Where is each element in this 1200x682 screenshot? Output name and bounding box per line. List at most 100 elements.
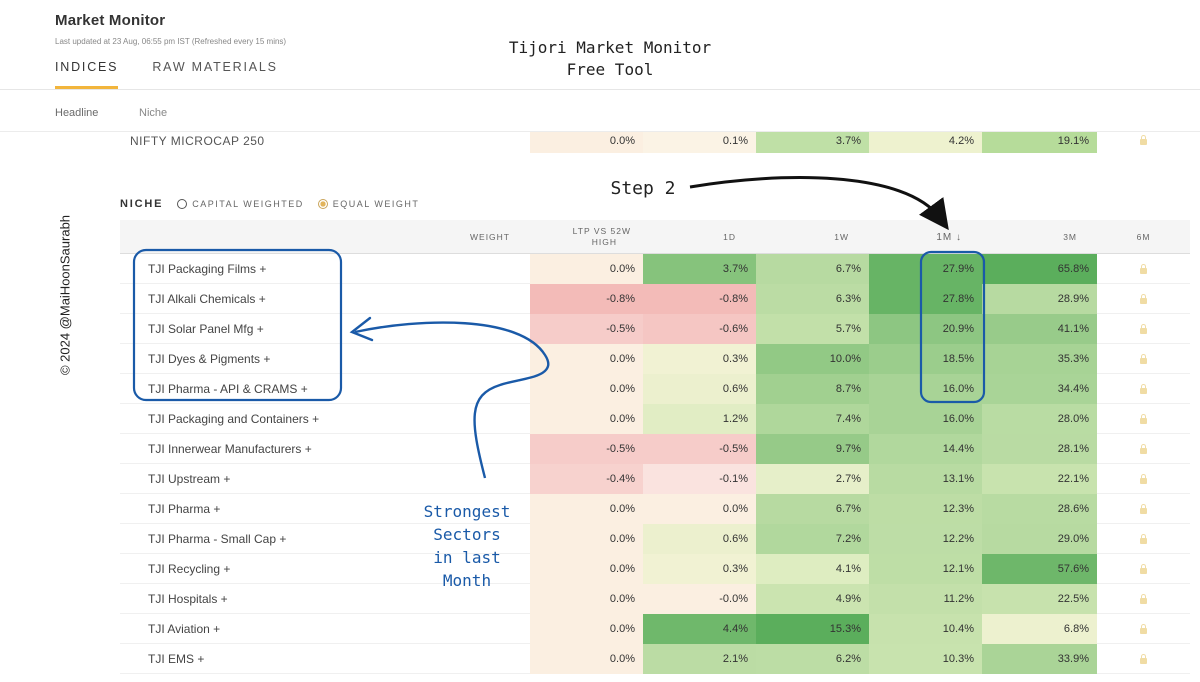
column-header-ltp[interactable]: LTP VS 52W HIGH — [530, 220, 643, 254]
column-header-1m[interactable]: 1M ↓ — [936, 231, 962, 243]
ltp-header-line1: LTP VS 52W — [572, 226, 631, 236]
d1-cell: 3.7% — [643, 254, 756, 284]
m1-cell: 11.2% — [869, 584, 982, 614]
m1-cell: 16.0% — [869, 404, 982, 434]
table-row[interactable]: TJI Upstream + -0.4% -0.1% 2.7% 13.1% 22.1% — [120, 464, 1190, 494]
m3-cell: 19.1% — [982, 128, 1097, 153]
subtab-niche[interactable]: Niche — [139, 107, 168, 119]
table-row[interactable]: TJI Aviation + 0.0% 4.4% 15.3% 10.4% 6.8% — [120, 614, 1190, 644]
annotation-strongest: Strongest Sectors in last Month — [412, 500, 522, 592]
m3-cell: 22.5% — [982, 584, 1097, 614]
table-row[interactable]: TJI Packaging Films + 0.0% 3.7% 6.7% 27.9% 65… — [120, 254, 1190, 284]
radio-icon — [177, 199, 188, 209]
equal-weight-radio[interactable]: EQUAL WEIGHT — [317, 199, 420, 209]
watermark-text: © 2024 @MaiHoonSaurabh — [57, 214, 73, 376]
row-name[interactable]: TJI Packaging and Containers + — [148, 412, 320, 426]
m3-cell: 57.6% — [982, 554, 1097, 584]
table-row[interactable]: TJI Innerwear Manufacturers + -0.5% -0.5% 9… — [120, 434, 1190, 464]
w1-cell: 4.1% — [756, 554, 869, 584]
lock-icon — [1097, 404, 1190, 434]
lock-icon — [1097, 614, 1190, 644]
lock-icon — [1097, 374, 1190, 404]
ltp-cell: -0.8% — [530, 284, 643, 314]
column-header-6m[interactable]: 6M — [1136, 231, 1151, 242]
table-row[interactable]: TJI Dyes & Pigments + 0.0% 0.3% 10.0% 18.5% 3… — [120, 344, 1190, 374]
table-row[interactable]: TJI Alkali Chemicals + -0.8% -0.8% 6.3% 27.8… — [120, 284, 1190, 314]
ltp-cell: 0.0% — [530, 584, 643, 614]
m1-cell: 14.4% — [869, 434, 982, 464]
row-name[interactable]: NIFTY MICROCAP 250 — [130, 133, 265, 148]
row-name[interactable]: TJI Upstream + — [148, 472, 231, 486]
m1-cell: 12.1% — [869, 554, 982, 584]
m1-cell: 20.9% — [869, 314, 982, 344]
row-name[interactable]: TJI Innerwear Manufacturers + — [148, 442, 312, 456]
subtab-headline[interactable]: Headline — [55, 107, 99, 119]
column-header-3m[interactable]: 3M — [1063, 231, 1077, 242]
m3-cell: 28.6% — [982, 494, 1097, 524]
table-row[interactable]: TJI Packaging and Containers + 0.0% 1.2% 7.… — [120, 404, 1190, 434]
m3-cell: 28.0% — [982, 404, 1097, 434]
m3-cell: 28.9% — [982, 284, 1097, 314]
m1-cell: 27.8% — [869, 284, 982, 314]
sub-tabs: Headline Niche — [0, 90, 1200, 132]
w1-cell: 6.2% — [756, 644, 869, 674]
m1-cell: 18.5% — [869, 344, 982, 374]
row-name[interactable]: TJI Pharma - API & CRAMS + — [148, 382, 308, 396]
watermark: © 2024 @MaiHoonSaurabh — [50, 200, 80, 390]
w1-cell: 7.2% — [756, 524, 869, 554]
lock-icon — [1097, 284, 1190, 314]
w1-cell: 9.7% — [756, 434, 869, 464]
row-name[interactable]: TJI Packaging Films + — [148, 262, 267, 276]
lock-icon — [1097, 644, 1190, 674]
capital-weighted-radio[interactable]: CAPITAL WEIGHTED — [177, 199, 304, 209]
table-row[interactable]: TJI Hospitals + 0.0% -0.0% 4.9% 11.2% 22.5% — [120, 584, 1190, 614]
d1-cell: -0.5% — [643, 434, 756, 464]
m1-cell: 12.2% — [869, 524, 982, 554]
column-header-weight[interactable]: WEIGHT — [470, 231, 510, 242]
d1-cell: 0.6% — [643, 524, 756, 554]
annotation-strongest-line2: Sectors — [433, 525, 501, 544]
m1-cell: 12.3% — [869, 494, 982, 524]
annotation-title-line1: Tijori Market Monitor — [508, 38, 712, 57]
row-name[interactable]: TJI Hospitals + — [148, 592, 228, 606]
last-updated-text: Last updated at 23 Aug, 06:55 pm IST (Re… — [55, 37, 287, 46]
row-name[interactable]: TJI EMS + — [148, 652, 205, 666]
ltp-cell: -0.5% — [530, 314, 643, 344]
m1-cell: 13.1% — [869, 464, 982, 494]
table-row[interactable]: TJI EMS + 0.0% 2.1% 6.2% 10.3% 33.9% — [120, 644, 1190, 674]
m3-cell: 33.9% — [982, 644, 1097, 674]
table-row[interactable]: TJI Pharma - Small Cap + 0.0% 0.6% 7.2% 12.2… — [120, 524, 1190, 554]
ltp-cell: 0.0% — [530, 344, 643, 374]
tab-indices[interactable]: INDICES — [55, 60, 119, 89]
row-name[interactable]: TJI Aviation + — [148, 622, 221, 636]
m3-cell: 35.3% — [982, 344, 1097, 374]
equal-weight-label: EQUAL WEIGHT — [332, 199, 420, 209]
w1-cell: 7.4% — [756, 404, 869, 434]
table-row[interactable]: TJI Recycling + 0.0% 0.3% 4.1% 12.1% 57.6% — [120, 554, 1190, 584]
row-name[interactable]: TJI Alkali Chemicals + — [148, 292, 266, 306]
annotation-step: Step 2 — [610, 178, 676, 199]
column-header-1d[interactable]: 1D — [723, 231, 736, 242]
tab-raw-materials[interactable]: RAW MATERIALS — [152, 60, 278, 74]
w1-cell: 3.7% — [756, 128, 869, 153]
column-header-1w[interactable]: 1W — [834, 231, 849, 242]
main-tabs: INDICES RAW MATERIALS — [55, 60, 278, 89]
m3-cell: 29.0% — [982, 524, 1097, 554]
row-name[interactable]: TJI Pharma - Small Cap + — [148, 532, 287, 546]
table-row[interactable]: TJI Solar Panel Mfg + -0.5% -0.6% 5.7% 20.9%… — [120, 314, 1190, 344]
annotation-title-line2: Free Tool — [566, 60, 654, 79]
d1-cell: -0.6% — [643, 314, 756, 344]
table-row[interactable]: TJI Pharma - API & CRAMS + 0.0% 0.6% 8.7% 16… — [120, 374, 1190, 404]
m3-cell: 22.1% — [982, 464, 1097, 494]
ltp-cell: 0.0% — [530, 404, 643, 434]
m1-cell: 4.2% — [869, 128, 982, 153]
row-name[interactable]: TJI Pharma + — [148, 502, 221, 516]
lock-icon — [1097, 554, 1190, 584]
table-row[interactable]: NIFTY MICROCAP 250 0.0% 0.1% 3.7% 4.2% 1… — [120, 128, 1190, 153]
ltp-cell: 0.0% — [530, 128, 643, 153]
row-name[interactable]: TJI Recycling + — [148, 562, 231, 576]
m3-cell: 6.8% — [982, 614, 1097, 644]
row-name[interactable]: TJI Solar Panel Mfg + — [148, 322, 264, 336]
table-row[interactable]: TJI Pharma +0.0% 0.0% 6.7% 12.3% 28.6% — [120, 494, 1190, 524]
row-name[interactable]: TJI Dyes & Pigments + — [148, 352, 271, 366]
